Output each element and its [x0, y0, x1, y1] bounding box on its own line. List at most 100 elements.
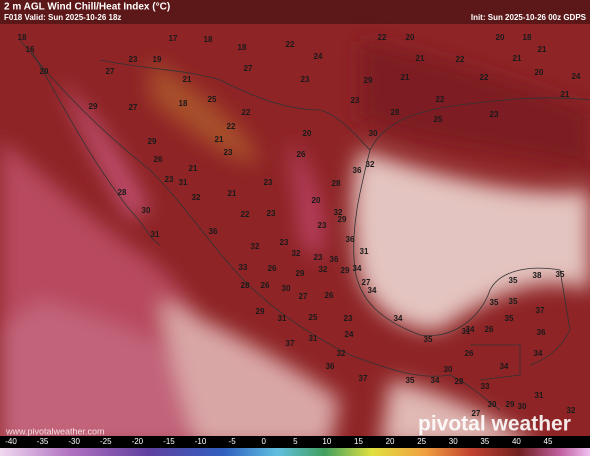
title: 2 m AGL Wind Chill/Heat Index (°C): [4, 2, 170, 13]
station-value: 29: [256, 307, 265, 316]
station-value: 28: [391, 108, 400, 117]
station-value: 32: [319, 265, 328, 274]
colorbar-tick-label: -20: [132, 437, 144, 446]
colorbar-tick-label: 5: [293, 437, 298, 446]
station-value: 32: [334, 208, 343, 217]
colorbar-tick-label: -30: [68, 437, 80, 446]
station-value: 23: [344, 314, 353, 323]
colorbar-tick-label: 25: [417, 437, 426, 446]
station-value: 36: [346, 235, 355, 244]
station-value: 29: [341, 266, 350, 275]
field-shading: [0, 40, 590, 447]
station-value: 28: [241, 281, 250, 290]
station-value: 38: [533, 271, 542, 280]
station-value: 27: [299, 292, 308, 301]
station-value: 32: [292, 249, 301, 258]
colorbar-tick-label: -35: [37, 437, 49, 446]
station-value: 31: [462, 327, 471, 336]
station-value: 30: [444, 365, 453, 374]
station-value: 18: [18, 33, 27, 42]
station-value: 22: [241, 210, 250, 219]
station-value: 21: [538, 45, 547, 54]
station-value: 29: [148, 137, 157, 146]
station-value: 32: [337, 349, 346, 358]
station-value: 34: [500, 362, 509, 371]
station-value: 21: [561, 90, 570, 99]
station-value: 31: [278, 314, 287, 323]
station-value: 26: [297, 150, 306, 159]
station-value: 16: [26, 45, 35, 54]
colorbar-tick-label: -5: [229, 437, 237, 446]
colorbar-tick-label: 15: [354, 437, 363, 446]
station-value: 22: [286, 40, 295, 49]
logo: pivotal weather: [418, 413, 571, 436]
station-value: 27: [129, 103, 138, 112]
station-value: 31: [309, 334, 318, 343]
station-value: 22: [378, 33, 387, 42]
station-value: 22: [480, 73, 489, 82]
station-value: 34: [534, 349, 543, 358]
colorbar-tick-label: 40: [512, 437, 521, 446]
station-value: 29: [364, 76, 373, 85]
station-value: 20: [535, 68, 544, 77]
station-value: 32: [251, 242, 260, 251]
station-value: 21: [513, 54, 522, 63]
station-value: 22: [456, 55, 465, 64]
station-value: 26: [465, 349, 474, 358]
station-value: 36: [537, 328, 546, 337]
station-value: 25: [434, 115, 443, 124]
station-value: 32: [192, 193, 201, 202]
station-value: 23: [264, 178, 273, 187]
station-value: 20: [312, 196, 321, 205]
station-value: 22: [227, 122, 236, 131]
station-value: 30: [369, 129, 378, 138]
station-value: 17: [169, 34, 178, 43]
station-value: 29: [338, 215, 347, 224]
station-value: 35: [406, 376, 415, 385]
station-value: 32: [366, 160, 375, 169]
station-value: 26: [485, 325, 494, 334]
station-value: 32: [567, 406, 576, 415]
station-value: 23: [351, 96, 360, 105]
station-value: 33: [239, 263, 248, 272]
station-value: 24: [314, 52, 323, 61]
station-value: 25: [208, 95, 217, 104]
station-value: 36: [330, 255, 339, 264]
station-value: 23: [129, 55, 138, 64]
station-value: 36: [326, 362, 335, 371]
station-value: 22: [242, 108, 251, 117]
station-value: 25: [309, 313, 318, 322]
station-value: 28: [118, 188, 127, 197]
station-value: 23: [280, 238, 289, 247]
station-value: 31: [151, 230, 160, 239]
station-value: 23: [301, 75, 310, 84]
station-value: 35: [490, 298, 499, 307]
station-value: 27: [244, 64, 253, 73]
station-value: 37: [359, 374, 368, 383]
station-value: 35: [556, 270, 565, 279]
station-value: 21: [401, 73, 410, 82]
station-value: 21: [416, 54, 425, 63]
station-value: 31: [179, 178, 188, 187]
station-value: 33: [481, 382, 490, 391]
colorbar-tick-label: -15: [163, 437, 175, 446]
station-value: 30: [488, 400, 497, 409]
station-value: 31: [535, 391, 544, 400]
valid-time: F018 Valid: Sun 2025-10-26 18z: [4, 13, 121, 22]
url: www.pivotalweather.com: [5, 426, 105, 436]
colorbar-tick-label: -25: [100, 437, 112, 446]
station-value: 24: [572, 72, 581, 81]
station-value: 22: [436, 95, 445, 104]
station-value: 21: [183, 75, 192, 84]
colorbar: [0, 448, 590, 456]
station-value: 20: [303, 129, 312, 138]
colorbar-tick-label: -10: [195, 437, 207, 446]
station-value: 34: [353, 264, 362, 273]
colorbar-tick-label: 0: [261, 437, 266, 446]
borders: [19, 39, 590, 411]
station-value: 30: [142, 206, 151, 215]
station-value: 26: [268, 264, 277, 273]
station-value: 23: [165, 175, 174, 184]
station-value: 23: [224, 148, 233, 157]
